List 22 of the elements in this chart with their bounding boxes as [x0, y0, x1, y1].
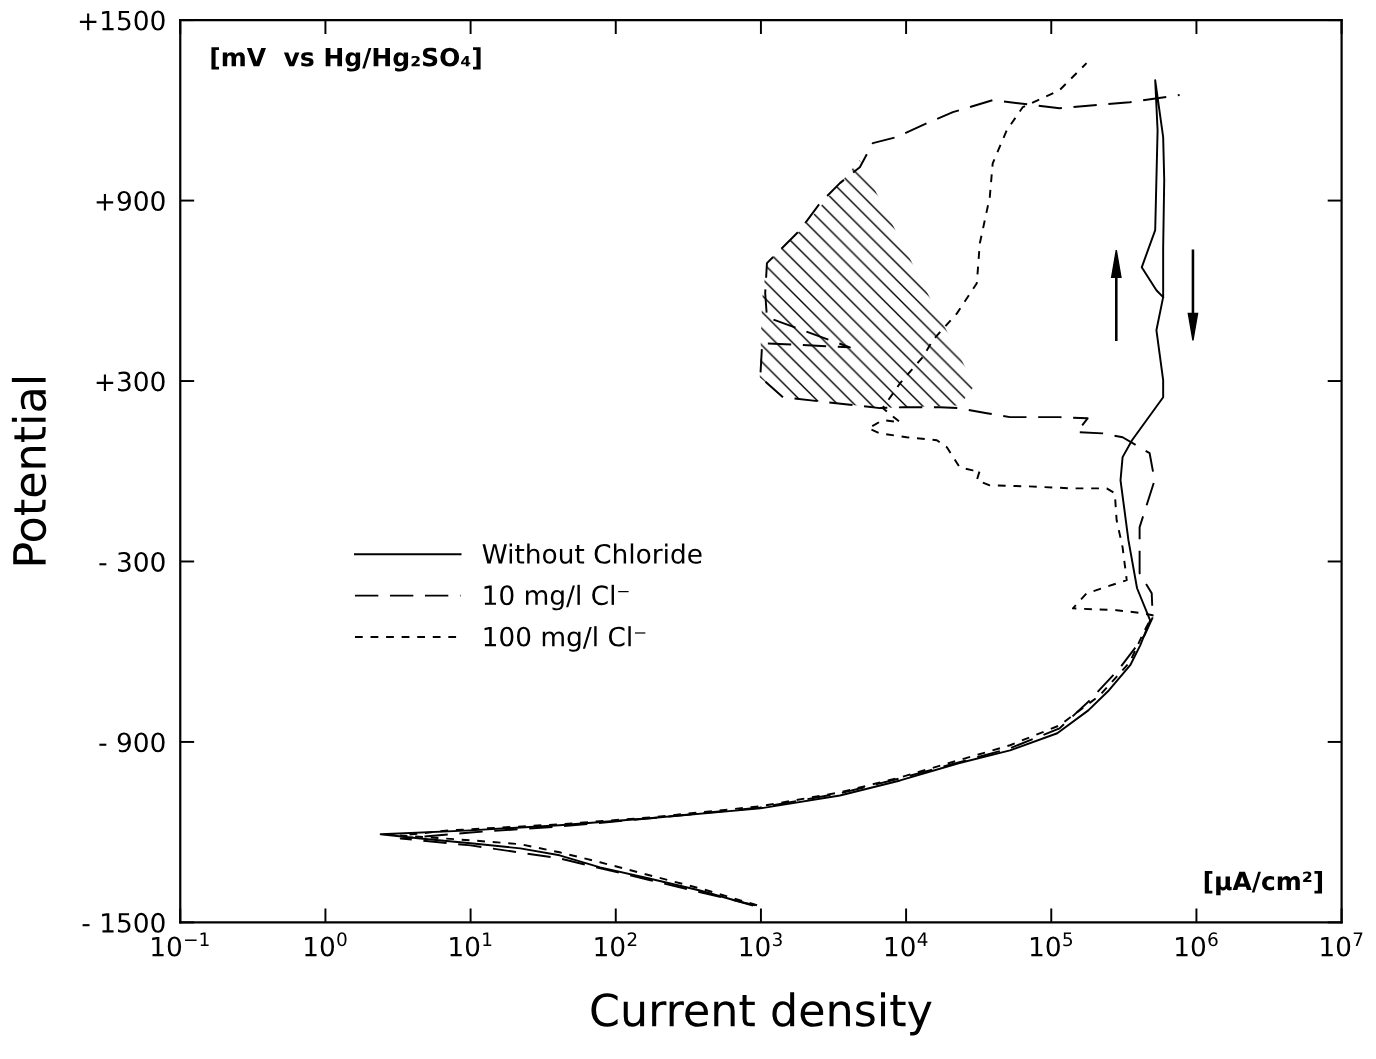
x-tick-label: 10$^{1}$: [450, 932, 492, 957]
x-axis-title: Current density: [591, 992, 932, 1036]
y-tick-label: - 1500: [82, 912, 165, 933]
legend-label: Without Chloride: [482, 543, 702, 564]
x-tick-label: 10$^{4}$: [885, 932, 928, 957]
legend-label: 100 mg/l Cl⁻: [484, 626, 646, 652]
y-tick-label: +900: [96, 191, 165, 211]
annotation: [mV vs Hg/Hg₂SO₄]: [211, 47, 481, 72]
x-tick-label: 10$^{−1}$: [152, 932, 209, 957]
x-tick-label: 10$^{6}$: [1176, 932, 1218, 957]
y-axis-title: Potential: [11, 378, 47, 565]
x-tick-label: 10$^{5}$: [1030, 932, 1073, 957]
x-tick-label: 10$^{3}$: [740, 932, 782, 957]
annotation: [µA/cm²]: [1204, 871, 1323, 896]
x-tick-label: 10$^{7}$: [1321, 932, 1363, 957]
y-tick-label: - 300: [99, 551, 165, 572]
legend-label: 10 mg/l Cl⁻: [484, 584, 629, 611]
x-tick-label: 10$^{2}$: [595, 932, 637, 957]
x-tick-label: 10$^{0}$: [305, 932, 347, 957]
y-tick-label: +300: [96, 371, 165, 392]
y-tick-label: - 900: [99, 732, 165, 753]
y-tick-label: +1500: [79, 10, 165, 31]
